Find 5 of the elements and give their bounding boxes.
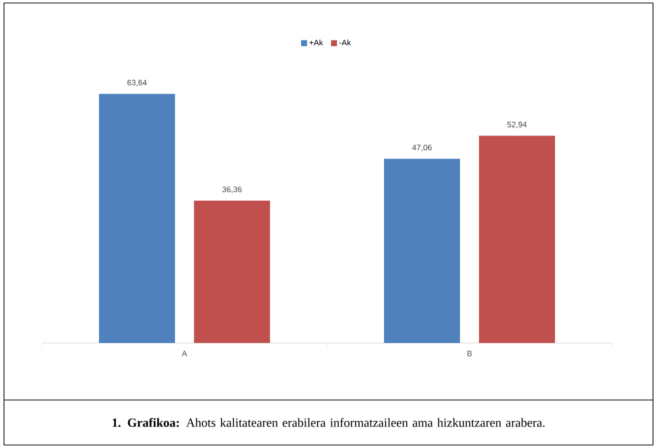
bar [194, 200, 270, 343]
bar [479, 136, 556, 343]
bar [99, 94, 176, 343]
bar [384, 158, 460, 343]
text: 1. Grafikoa: Ahots kalitatearen erabilera informatzaileen ama hizkuntzaren arabera. [112, 418, 545, 427]
